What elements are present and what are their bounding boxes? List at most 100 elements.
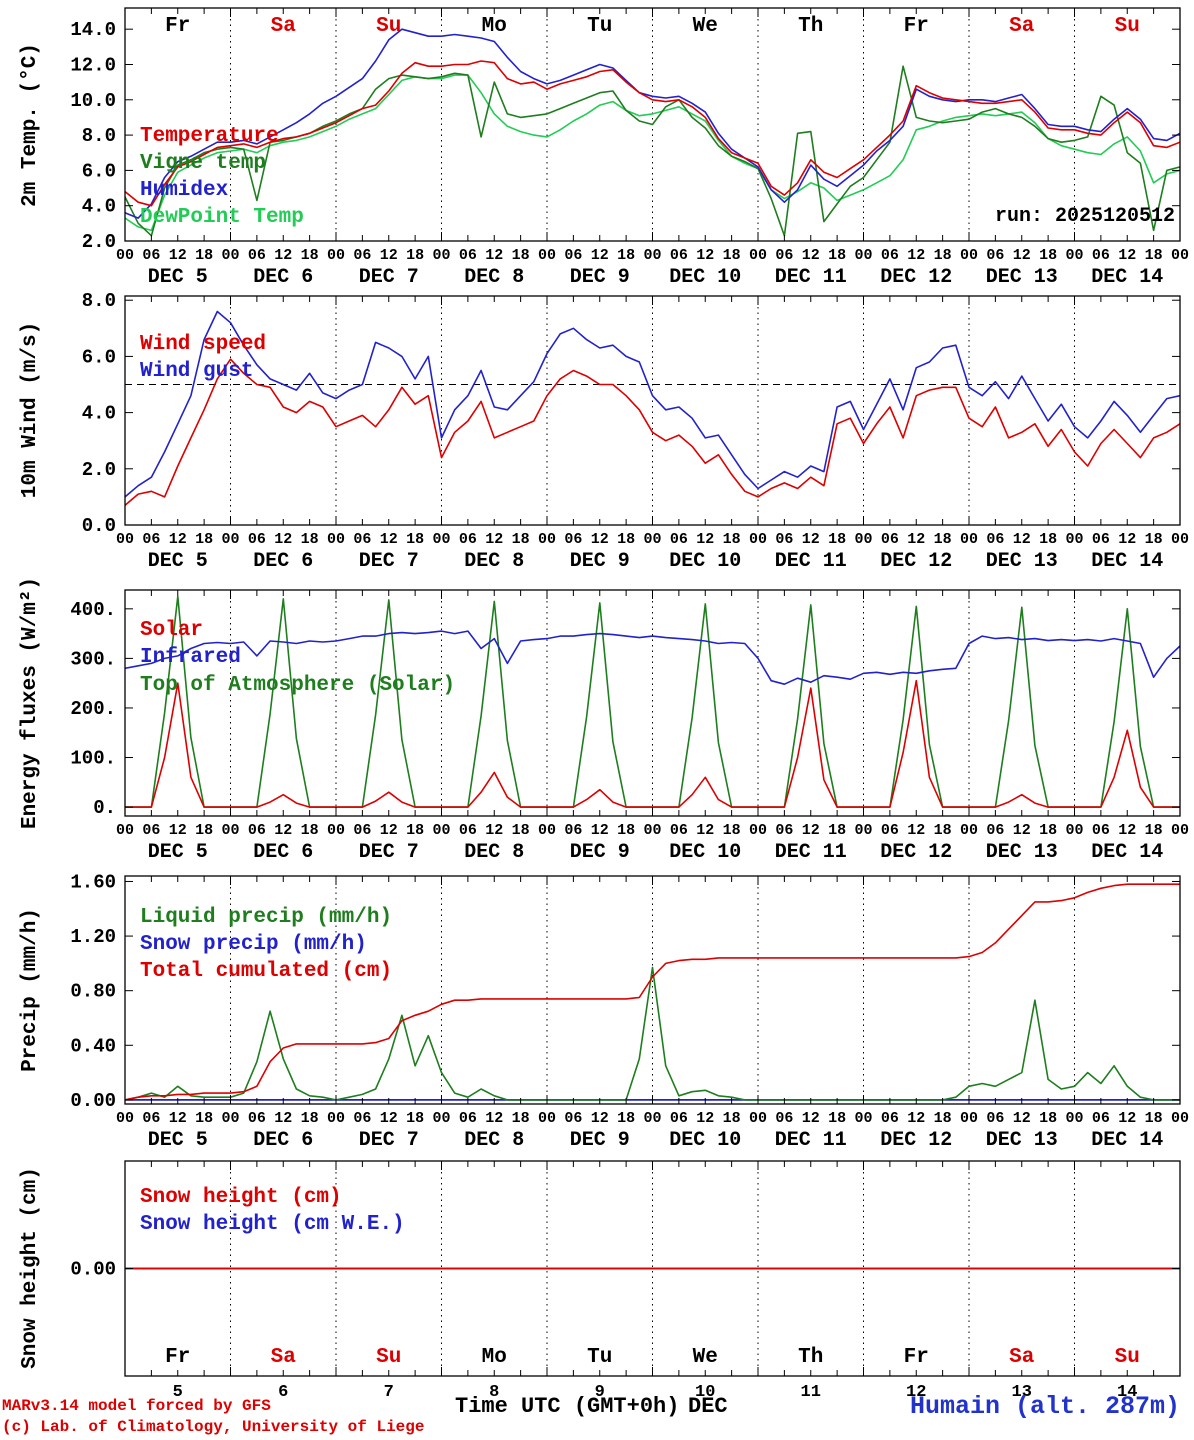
day-number: 10: [695, 1383, 715, 1402]
hour-tick-label: 12: [1118, 531, 1136, 548]
series-liquid-precip-mm-h: [125, 966, 1180, 1101]
run-label: run: 2025120512: [994, 205, 1175, 228]
y-tick-label: 6.0: [82, 346, 116, 368]
hour-tick-label: 18: [723, 531, 741, 548]
hour-tick-label: 18: [617, 1110, 635, 1127]
hour-tick-label: 12: [485, 531, 503, 548]
legend-temperature: Temperature: [140, 125, 279, 148]
day-label: DEC 5: [148, 266, 208, 289]
credit-line-1: MARv3.14 model forced by GFS: [2, 1397, 271, 1415]
hour-tick-label: 18: [1039, 1110, 1057, 1127]
day-number: 11: [801, 1383, 821, 1402]
hour-tick-label: 12: [591, 247, 609, 264]
day-label: DEC 14: [1091, 550, 1163, 573]
hour-tick-label: 18: [1145, 247, 1163, 264]
hour-tick-label: 12: [380, 531, 398, 548]
dow-label-bottom: Fr: [165, 1346, 190, 1369]
day-label: DEC 10: [669, 266, 741, 289]
hour-tick-label: 06: [459, 531, 477, 548]
hour-tick-label: 12: [591, 531, 609, 548]
hour-tick-label: 00: [643, 822, 661, 839]
hour-tick-label: 18: [828, 531, 846, 548]
dow-label-top: Su: [1115, 15, 1140, 38]
hour-tick-label: 06: [986, 822, 1004, 839]
y-tick-label: 300.: [70, 648, 116, 670]
hour-tick-label: 00: [749, 247, 767, 264]
y-tick-label: 14.0: [70, 19, 116, 41]
hour-tick-label: 12: [802, 822, 820, 839]
hour-tick-label: 06: [670, 822, 688, 839]
hour-tick-label: 18: [195, 822, 213, 839]
hour-tick-label: 00: [1171, 1110, 1189, 1127]
hour-tick-label: 00: [854, 822, 872, 839]
hour-tick-label: 00: [1065, 822, 1083, 839]
dow-label-bottom: Th: [798, 1346, 823, 1369]
y-tick-label: 6.0: [82, 160, 116, 182]
legend-liquid-precip-mm-h: Liquid precip (mm/h): [140, 906, 392, 929]
day-number: 6: [278, 1383, 288, 1402]
hour-tick-label: 00: [854, 247, 872, 264]
hour-tick-label: 12: [591, 1110, 609, 1127]
hour-tick-label: 00: [327, 1110, 345, 1127]
hour-tick-label: 18: [512, 247, 530, 264]
hour-tick-label: 06: [670, 247, 688, 264]
hour-tick-label: 00: [643, 1110, 661, 1127]
day-label: DEC 6: [253, 841, 313, 864]
hour-tick-label: 18: [195, 1110, 213, 1127]
hour-tick-label: 00: [538, 247, 556, 264]
day-label: DEC 12: [880, 266, 952, 289]
day-label: DEC 13: [986, 1129, 1058, 1152]
day-label: DEC 14: [1091, 266, 1163, 289]
series-total-cumulated-cm: [125, 883, 1180, 1101]
hour-tick-label: 06: [142, 531, 160, 548]
day-label: DEC 5: [148, 841, 208, 864]
hour-tick-label: 00: [327, 822, 345, 839]
hour-tick-label: 06: [881, 822, 899, 839]
dow-label-bottom: Mo: [482, 1346, 507, 1369]
hour-tick-label: 00: [643, 247, 661, 264]
hour-tick-label: 18: [617, 247, 635, 264]
hour-tick-label: 06: [353, 531, 371, 548]
hour-tick-label: 12: [696, 247, 714, 264]
y-tick-label: 4.0: [82, 403, 116, 425]
hour-tick-label: 12: [802, 531, 820, 548]
hour-tick-label: 18: [406, 531, 424, 548]
hour-tick-label: 12: [274, 822, 292, 839]
legend-solar: Solar: [140, 619, 203, 642]
hour-tick-label: 00: [1171, 822, 1189, 839]
hour-tick-label: 18: [512, 822, 530, 839]
hour-tick-label: 00: [1065, 1110, 1083, 1127]
hour-tick-label: 18: [828, 822, 846, 839]
hour-tick-label: 06: [564, 1110, 582, 1127]
hour-tick-label: 00: [854, 1110, 872, 1127]
panel-2: [124, 295, 1181, 526]
hour-tick-label: 12: [485, 822, 503, 839]
hour-tick-label: 00: [221, 531, 239, 548]
day-label: DEC 9: [570, 550, 630, 573]
series-wind-gust: [125, 310, 1180, 498]
day-label: DEC 11: [775, 550, 847, 573]
day-label: DEC 8: [464, 266, 524, 289]
hour-tick-label: 06: [248, 247, 266, 264]
hour-tick-label: 18: [1039, 247, 1057, 264]
hour-tick-label: 06: [248, 1110, 266, 1127]
y-tick-label: 1.20: [70, 926, 116, 948]
day-label: DEC 6: [253, 550, 313, 573]
hour-tick-label: 06: [1092, 247, 1110, 264]
dow-label-bottom: Sa: [1009, 1346, 1035, 1369]
legend-wind-gust: Wind gust: [140, 360, 253, 383]
y-tick-label: 4.0: [82, 196, 116, 218]
hour-tick-label: 06: [986, 247, 1004, 264]
series-temperature: [125, 60, 1180, 207]
hour-tick-label: 18: [1145, 822, 1163, 839]
series-top-of-atmosphere-solar: [125, 595, 1180, 808]
hour-tick-label: 06: [881, 531, 899, 548]
hour-tick-label: 00: [116, 1110, 134, 1127]
hour-tick-label: 06: [775, 531, 793, 548]
hour-tick-label: 00: [432, 531, 450, 548]
hour-tick-label: 00: [432, 822, 450, 839]
hour-tick-label: 18: [828, 1110, 846, 1127]
hour-tick-label: 06: [775, 1110, 793, 1127]
hour-tick-label: 12: [274, 247, 292, 264]
hour-tick-label: 12: [274, 531, 292, 548]
